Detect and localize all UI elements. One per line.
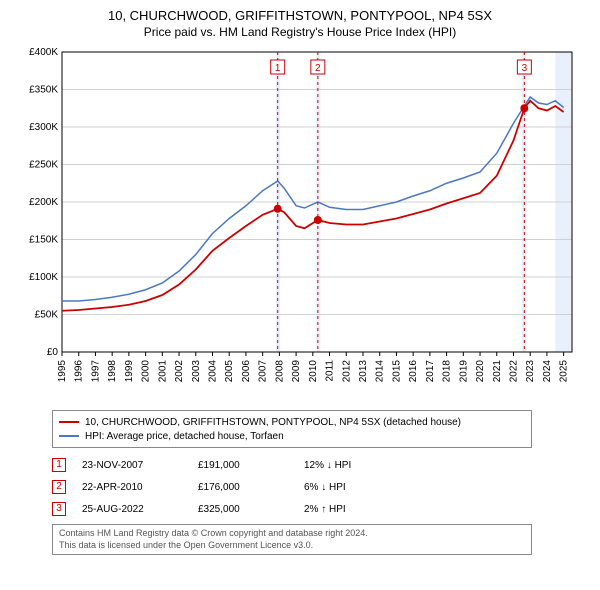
legend-label: HPI: Average price, detached house, Torf… (85, 431, 284, 442)
svg-text:2006: 2006 (241, 360, 252, 383)
sale-marker-number: 3 (52, 502, 66, 516)
footer-attribution: Contains HM Land Registry data © Crown c… (52, 524, 532, 555)
svg-text:2021: 2021 (492, 360, 503, 383)
svg-text:1996: 1996 (74, 360, 85, 383)
sale-date: 23-NOV-2007 (82, 460, 182, 471)
svg-text:2008: 2008 (274, 360, 285, 383)
sales-table: 1 23-NOV-2007 £191,000 12% ↓ HPI 2 22-APR-201… (52, 454, 590, 520)
svg-text:2012: 2012 (341, 360, 352, 383)
svg-text:1998: 1998 (107, 360, 118, 383)
svg-text:2000: 2000 (141, 360, 152, 383)
svg-text:£150K: £150K (29, 235, 58, 246)
sale-date: 25-AUG-2022 (82, 504, 182, 515)
svg-text:2001: 2001 (157, 360, 168, 383)
svg-text:2022: 2022 (508, 360, 519, 383)
legend-swatch (59, 421, 79, 423)
sale-row: 2 22-APR-2010 £176,000 6% ↓ HPI (52, 476, 590, 498)
svg-text:2003: 2003 (191, 360, 202, 383)
svg-text:£250K: £250K (29, 160, 58, 171)
svg-text:1: 1 (275, 63, 281, 74)
svg-text:2010: 2010 (308, 360, 319, 383)
svg-text:2016: 2016 (408, 360, 419, 383)
sale-delta: 12% ↓ HPI (304, 460, 384, 471)
svg-text:2017: 2017 (425, 360, 436, 383)
svg-text:2023: 2023 (525, 360, 536, 383)
footer-line2: This data is licensed under the Open Gov… (59, 540, 525, 551)
sale-row: 1 23-NOV-2007 £191,000 12% ↓ HPI (52, 454, 590, 476)
svg-text:£50K: £50K (35, 310, 59, 321)
sale-date: 22-APR-2010 (82, 482, 182, 493)
svg-text:2004: 2004 (207, 360, 218, 383)
svg-text:£200K: £200K (29, 197, 58, 208)
svg-text:2: 2 (315, 63, 321, 74)
chart-subtitle: Price paid vs. HM Land Registry's House … (10, 25, 590, 41)
sale-marker-number: 1 (52, 458, 66, 472)
svg-text:2019: 2019 (458, 360, 469, 383)
sale-delta: 2% ↑ HPI (304, 504, 384, 515)
sale-marker-number: 2 (52, 480, 66, 494)
sale-price: £176,000 (198, 482, 288, 493)
chart-plot: £0 £50K £100K £150K £200K £250K £300K £350K £400… (20, 44, 580, 404)
svg-text:1999: 1999 (124, 360, 135, 383)
sale-delta: 6% ↓ HPI (304, 482, 384, 493)
sale-price: £325,000 (198, 504, 288, 515)
chart-title: 10, CHURCHWOOD, GRIFFITHSTOWN, PONTYPOOL… (10, 8, 590, 25)
svg-text:2025: 2025 (559, 360, 570, 383)
sale-price: £191,000 (198, 460, 288, 471)
svg-text:1995: 1995 (57, 360, 68, 383)
svg-text:2014: 2014 (375, 360, 386, 383)
svg-text:2002: 2002 (174, 360, 185, 383)
svg-text:2009: 2009 (291, 360, 302, 383)
legend-item: HPI: Average price, detached house, Torf… (59, 429, 525, 443)
svg-text:£100K: £100K (29, 272, 58, 283)
svg-text:3: 3 (522, 63, 528, 74)
sale-row: 3 25-AUG-2022 £325,000 2% ↑ HPI (52, 498, 590, 520)
legend-label: 10, CHURCHWOOD, GRIFFITHSTOWN, PONTYPOOL… (85, 417, 461, 428)
svg-text:£0: £0 (47, 347, 59, 358)
svg-text:1997: 1997 (90, 360, 101, 383)
svg-text:2013: 2013 (358, 360, 369, 383)
legend: 10, CHURCHWOOD, GRIFFITHSTOWN, PONTYPOOL… (52, 410, 532, 448)
svg-text:2007: 2007 (258, 360, 269, 383)
svg-text:£350K: £350K (29, 85, 58, 96)
legend-swatch (59, 435, 79, 437)
svg-text:2015: 2015 (391, 360, 402, 383)
svg-text:2020: 2020 (475, 360, 486, 383)
svg-text:2005: 2005 (224, 360, 235, 383)
chart-container: 10, CHURCHWOOD, GRIFFITHSTOWN, PONTYPOOL… (0, 0, 600, 590)
svg-text:2024: 2024 (542, 360, 553, 383)
svg-text:£400K: £400K (29, 47, 58, 58)
footer-line1: Contains HM Land Registry data © Crown c… (59, 528, 525, 539)
legend-item: 10, CHURCHWOOD, GRIFFITHSTOWN, PONTYPOOL… (59, 415, 525, 429)
svg-text:£300K: £300K (29, 122, 58, 133)
svg-text:2018: 2018 (442, 360, 453, 383)
svg-text:2011: 2011 (325, 360, 336, 382)
